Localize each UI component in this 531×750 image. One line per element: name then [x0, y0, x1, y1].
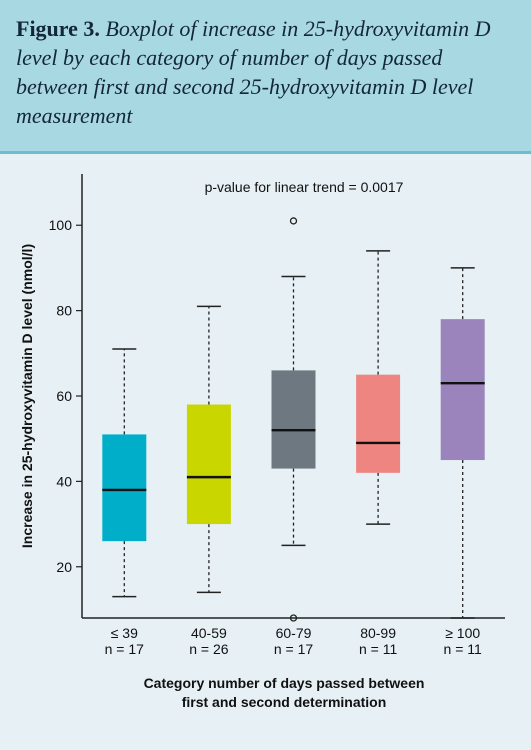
- box-group: [186, 305, 231, 594]
- x-axis-label-line1: Category number of days passed between: [144, 675, 425, 691]
- y-tick-label: 80: [56, 303, 72, 319]
- box-group: [440, 267, 485, 619]
- x-tick-n-label: n = 17: [105, 641, 145, 657]
- y-tick-label: 100: [49, 217, 73, 233]
- box-iqr: [186, 404, 231, 525]
- caption-body: Boxplot of increase in 25-hydroxyvitamin…: [16, 16, 491, 128]
- outlier-point: [289, 217, 298, 225]
- box-iqr: [271, 370, 316, 469]
- box-group: [271, 217, 316, 622]
- outlier-point: [289, 614, 298, 622]
- box-group: [356, 250, 401, 525]
- x-tick-n-label: n = 11: [359, 641, 397, 657]
- y-ticks: 20 40 60 80 100: [49, 217, 82, 575]
- x-tick-n-label: n = 11: [444, 641, 482, 657]
- box-iqr: [356, 374, 401, 473]
- chart-area: 20 40 60 80 100 ≤ 39 n = 17 40-59 n = 26 60-79 n …: [0, 154, 531, 745]
- boxes: [102, 217, 485, 622]
- figure-label: Figure 3.: [16, 16, 100, 41]
- x-tick-label: 60-79: [276, 625, 312, 641]
- trend-annotation: p-value for linear trend = 0.0017: [205, 179, 404, 195]
- figure-caption: Figure 3. Boxplot of increase in 25-hydr…: [0, 0, 531, 154]
- x-tick-n-label: n = 17: [274, 641, 314, 657]
- x-tick-n-label: n = 26: [189, 641, 229, 657]
- y-tick-label: 60: [56, 388, 72, 404]
- box-iqr: [102, 434, 147, 542]
- caption-text: Figure 3. Boxplot of increase in 25-hydr…: [16, 14, 515, 130]
- box-iqr: [440, 319, 485, 461]
- x-tick-label: ≤ 39: [111, 625, 138, 641]
- x-tick-label: 80-99: [360, 625, 396, 641]
- x-tick-label: ≥ 100: [445, 625, 480, 641]
- box-group: [102, 348, 147, 598]
- y-tick-label: 20: [56, 559, 72, 575]
- y-axis-label: Increase in 25-hydroxyvitamin D level (n…: [19, 244, 35, 548]
- x-axis-label-line2: first and second determination: [182, 694, 387, 710]
- x-tick-label: 40-59: [191, 625, 227, 641]
- y-tick-label: 40: [56, 473, 72, 489]
